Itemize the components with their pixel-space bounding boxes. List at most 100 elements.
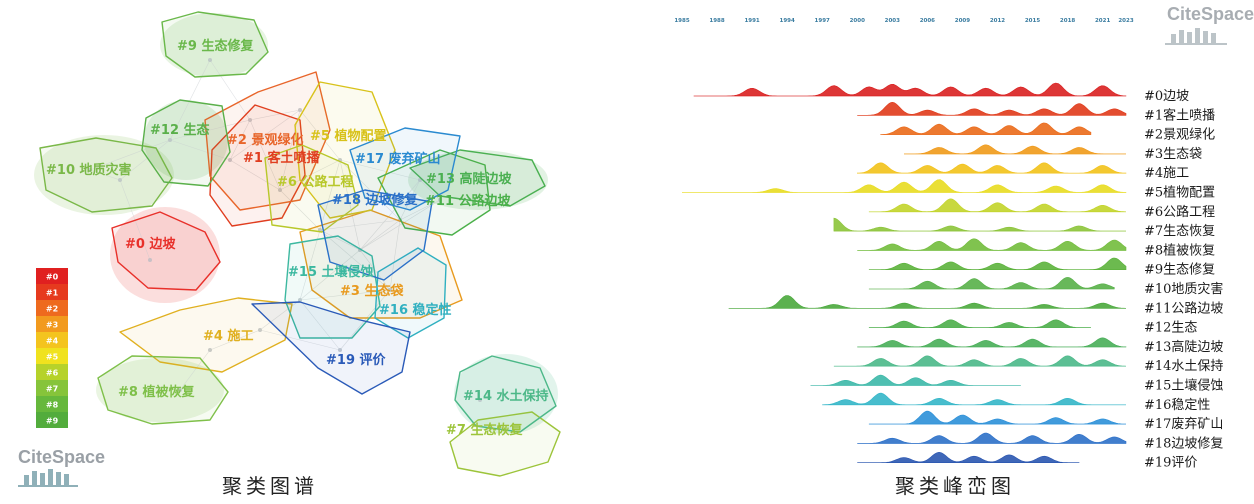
ridge-area [833, 355, 1127, 367]
ridge-row: #11公路边坡 [728, 295, 1223, 316]
ridge-row: #9生态修复 [868, 257, 1215, 278]
cluster-hull-7 [449, 411, 561, 477]
cluster-color-legend: #0 #1 #2 #3 #4 #5 #6 #7 #8 #9 [36, 268, 68, 428]
network-link [299, 299, 341, 351]
legend-label: #9 [46, 417, 59, 426]
year-tick-label: 1991 [744, 18, 759, 24]
ridge-row-label: #6公路工程 [1144, 204, 1215, 220]
ridge-row: #13高陡边坡 [857, 337, 1223, 355]
network-link [259, 299, 301, 331]
network-link [339, 289, 391, 351]
cluster-glow [144, 100, 228, 180]
year-tick-label: 2003 [885, 18, 900, 24]
ridge-area [868, 198, 1127, 213]
cluster-label-4: #4 施工 [203, 328, 253, 344]
network-node [298, 298, 302, 302]
network-node [388, 288, 392, 292]
ridge-row: #18边坡修复 [857, 432, 1223, 451]
legend-swatch [36, 412, 68, 428]
network-node [148, 258, 152, 262]
year-tick-label: 1985 [674, 18, 689, 24]
ridge-row-label: #5植物配置 [1144, 186, 1215, 201]
ridge-row: #1客土喷播 [857, 101, 1215, 123]
cluster-label-17: #17 废弃矿山 [355, 151, 441, 167]
ridge-row: #8植被恢复 [857, 238, 1215, 258]
legend-label: #4 [46, 337, 59, 346]
year-tick-label: 2018 [1060, 18, 1075, 24]
network-link [319, 229, 361, 251]
citespace-watermark-left: CiteSpace [18, 447, 105, 467]
network-link [299, 109, 341, 161]
year-axis: 1985 1988 1991 1994 1997 2000 2003 2006 2009 2012… [674, 18, 1133, 24]
network-link [249, 119, 281, 191]
cluster-label-13: #13 高陡边坡 [426, 171, 513, 187]
network-link [359, 249, 391, 291]
cluster-hull-4 [119, 297, 293, 373]
network-link [229, 159, 281, 191]
ridge-row-label: #1客土喷播 [1144, 107, 1215, 123]
ridge-row: #5植物配置 [682, 179, 1215, 201]
legend-swatch [36, 300, 68, 316]
network-node [118, 178, 122, 182]
cluster-label-6: #6 公路工程 [277, 174, 353, 190]
ridge-area [904, 144, 1126, 155]
network-link [399, 179, 421, 221]
cluster-label-12: #12 生态 [150, 122, 210, 138]
network-link [359, 179, 421, 251]
network-link [229, 109, 301, 161]
legend-label: #5 [46, 353, 59, 362]
ridge-row-label: #13高陡边坡 [1144, 339, 1223, 355]
network-node [88, 168, 92, 172]
legend-label: #2 [46, 305, 58, 314]
network-node [178, 388, 182, 392]
ridge-area [857, 238, 1127, 251]
ridge-row-label: #7生态恢复 [1144, 224, 1215, 239]
legend-label: #0 [46, 273, 59, 282]
cluster-label-10: #10 地质灾害 [46, 162, 132, 178]
legend-swatch [36, 284, 68, 300]
network-link [299, 229, 321, 301]
network-node [258, 328, 262, 332]
network-link [389, 219, 401, 291]
cluster-hulls [39, 11, 561, 477]
cluster-map-caption: 聚类图谱 [222, 474, 318, 498]
cluster-label-11: #11 公路边坡 [425, 193, 512, 209]
ridge-area [880, 122, 1092, 135]
year-tick-label: 2009 [955, 18, 970, 24]
ridge-row: #3生态袋 [904, 144, 1202, 162]
ridge-area [810, 374, 1021, 386]
legend-swatch [36, 348, 68, 364]
network-link [359, 199, 441, 251]
ridge-row-label: #8植被恢复 [1144, 243, 1215, 258]
ridge-row-label: #16稳定性 [1144, 397, 1210, 413]
legend-label: #6 [46, 369, 59, 378]
cluster-hull-6 [264, 144, 359, 233]
cluster-hull-18 [317, 189, 433, 281]
cluster-label-8: #8 植被恢复 [118, 384, 195, 400]
cluster-label-9: #9 生态修复 [177, 38, 254, 54]
network-node [338, 348, 342, 352]
ridge-area [728, 295, 1127, 309]
legend-swatch [36, 380, 68, 396]
cluster-label-15: #15 土壤侵蚀 [288, 264, 374, 280]
year-tick-label: 2012 [990, 18, 1005, 24]
legend-label: #8 [46, 401, 59, 410]
network-link [229, 119, 251, 161]
ridge-row-label: #15土壤侵蚀 [1144, 378, 1223, 394]
network-link [119, 139, 171, 181]
ridge-area [857, 337, 1127, 348]
year-tick-label: 2023 [1118, 18, 1133, 24]
ridge-area [682, 179, 1127, 193]
ridge-row: #16稳定性 [822, 392, 1210, 413]
cluster-hull-16 [374, 247, 447, 339]
network-node [438, 198, 442, 202]
ridge-row: #6公路工程 [868, 198, 1215, 220]
network-link [249, 109, 301, 121]
cluster-hull-2 [204, 71, 331, 211]
ridge-area [868, 410, 1127, 425]
ridge-row: #0边坡 [693, 82, 1189, 104]
ridge-row: #19评价 [857, 451, 1197, 471]
network-link [89, 169, 121, 181]
cluster-glow [34, 135, 174, 215]
